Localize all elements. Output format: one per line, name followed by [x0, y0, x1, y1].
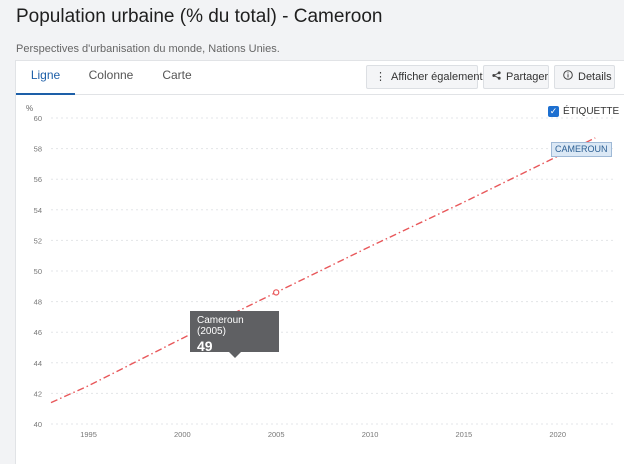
y-axis-unit: % — [26, 104, 33, 113]
tooltip-value: 49 — [197, 338, 213, 354]
show-also-button[interactable]: ⋮ Afficher également — [366, 65, 483, 89]
tab-line[interactable]: Ligne — [16, 61, 75, 95]
series-end-label: CAMEROUN — [551, 142, 612, 157]
vertical-dots-icon: ⋮ — [375, 71, 386, 83]
y-tick-label: 44 — [34, 359, 42, 368]
share-icon — [492, 66, 501, 88]
y-tick-label: 48 — [34, 298, 42, 307]
tab-column[interactable]: Colonne — [88, 68, 134, 82]
details-label: Details — [578, 71, 612, 83]
info-icon — [563, 66, 573, 88]
tooltip-caret — [229, 352, 241, 358]
x-tick-label: 2015 — [456, 430, 473, 439]
label-toggle-text: ÉTIQUETTE — [563, 106, 620, 117]
y-tick-label: 40 — [34, 420, 42, 429]
tooltip-label: Cameroun (2005) — [197, 315, 244, 337]
x-tick-label: 2010 — [362, 430, 379, 439]
checkbox-checked-icon[interactable]: ✓ — [548, 106, 559, 117]
x-tick-label: 2005 — [268, 430, 285, 439]
page-subtitle: Perspectives d'urbanisation du monde, Na… — [16, 43, 280, 55]
line-chart: % 40 42 44 46 48 50 52 54 56 58 60 1995 2000 2005 201… — [26, 104, 614, 439]
y-tick-label: 60 — [34, 114, 42, 123]
y-tick-label: 54 — [34, 206, 42, 215]
share-label: Partager — [506, 71, 549, 83]
share-button[interactable]: Partager — [483, 65, 549, 89]
data-tooltip: Cameroun (2005) 49 — [190, 311, 279, 358]
tab-bar: Ligne Colonne Carte ⋮ Afficher également … — [16, 61, 624, 95]
y-tick-label: 42 — [34, 389, 42, 398]
series-line — [50, 137, 596, 404]
details-button[interactable]: Details — [554, 65, 615, 89]
x-tick-label: 2000 — [174, 430, 191, 439]
page-title: Population urbaine (% du total) - Camero… — [16, 6, 383, 27]
show-also-label: Afficher également — [391, 71, 483, 83]
y-tick-label: 58 — [34, 145, 42, 154]
x-tick-label: 1995 — [80, 430, 97, 439]
y-tick-label: 56 — [34, 175, 42, 184]
chart-panel: Ligne Colonne Carte ⋮ Afficher également … — [15, 60, 624, 464]
tab-map[interactable]: Carte — [162, 68, 192, 82]
highlighted-point — [273, 289, 280, 296]
y-tick-label: 50 — [34, 267, 42, 276]
y-tick-label: 52 — [34, 236, 42, 245]
x-tick-label: 2020 — [549, 430, 566, 439]
y-tick-label: 46 — [34, 328, 42, 337]
label-toggle[interactable]: ✓ ÉTIQUETTE — [548, 106, 619, 117]
